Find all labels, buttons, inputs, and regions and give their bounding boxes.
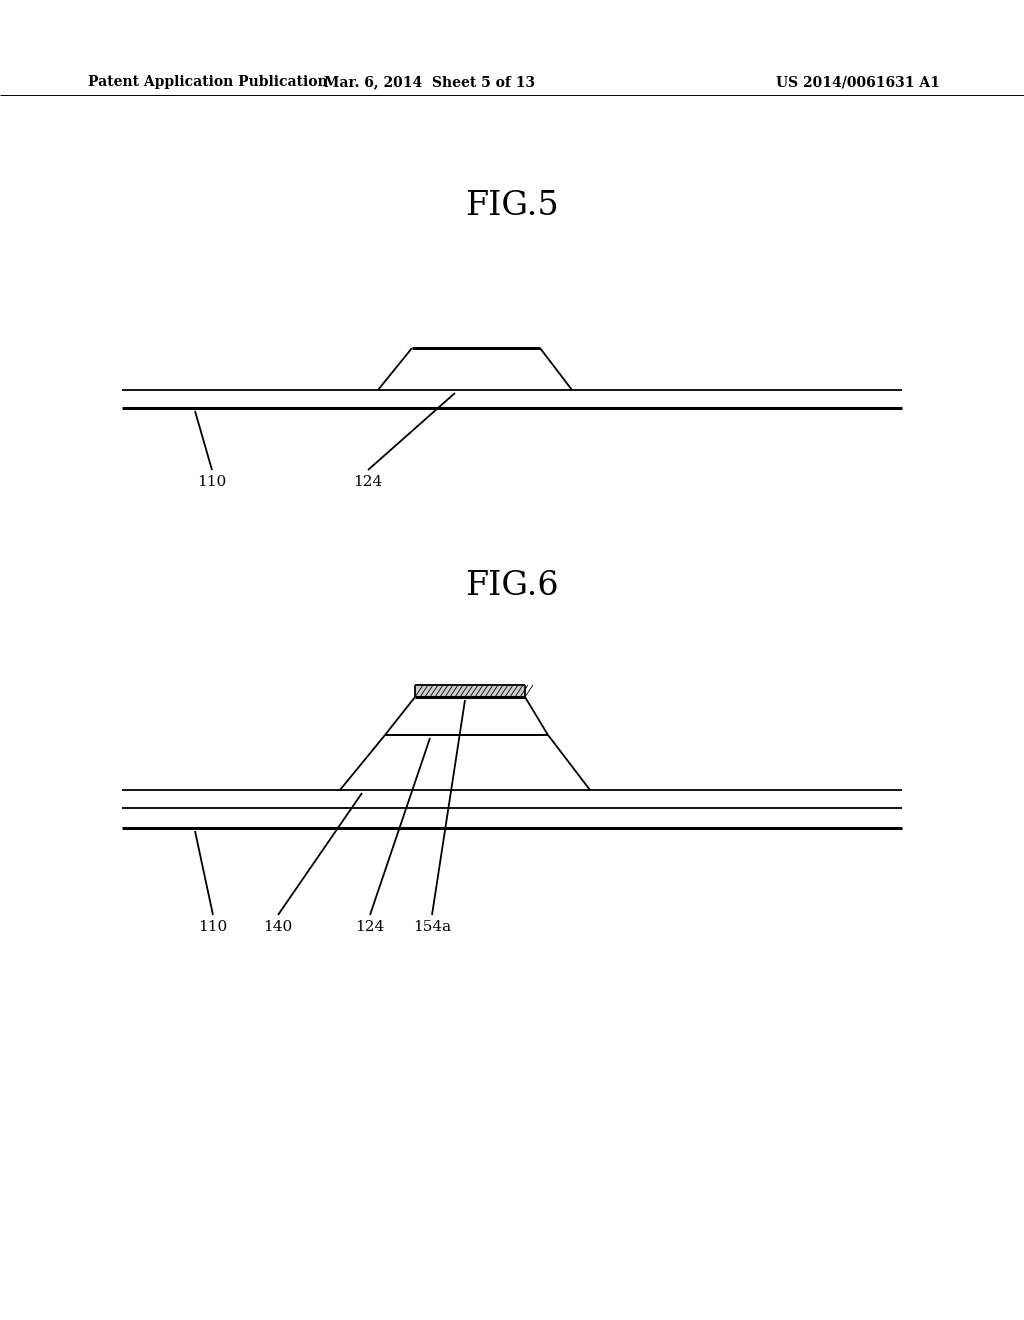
Text: 124: 124 [353,475,383,488]
Text: FIG.6: FIG.6 [465,570,559,602]
Text: 110: 110 [198,475,226,488]
Text: 124: 124 [355,920,385,935]
Text: Mar. 6, 2014  Sheet 5 of 13: Mar. 6, 2014 Sheet 5 of 13 [325,75,536,88]
Text: US 2014/0061631 A1: US 2014/0061631 A1 [776,75,940,88]
Text: 154a: 154a [413,920,451,935]
Text: 140: 140 [263,920,293,935]
Text: Patent Application Publication: Patent Application Publication [88,75,328,88]
Text: 110: 110 [199,920,227,935]
Bar [415,685,525,697]
Text: FIG.5: FIG.5 [465,190,559,222]
